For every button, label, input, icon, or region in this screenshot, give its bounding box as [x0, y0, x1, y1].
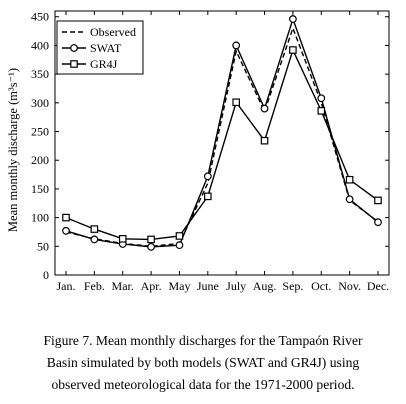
x-tick-label: Feb.	[84, 279, 105, 293]
series-line	[65, 26, 379, 248]
circle-marker	[289, 15, 297, 23]
y-tick-label: 100	[31, 211, 49, 225]
x-tick-label: Dec.	[367, 279, 389, 293]
legend: Observed SWAT GR4J	[56, 20, 144, 75]
plot-border	[54, 10, 390, 276]
square-marker	[118, 235, 127, 243]
x-tick-label: June	[197, 279, 219, 293]
y-tick-label: 300	[31, 96, 49, 110]
legend-label: SWAT	[90, 41, 122, 55]
caption-line-1: Figure 7. Mean monthly discharges for th…	[43, 333, 363, 348]
circle-marker	[90, 235, 99, 244]
series-layer	[62, 15, 382, 251]
x-axis: Jan. Feb. Mar. Apr. May June July Aug. Sep. Oct. N…	[57, 11, 389, 293]
x-tick-label: May	[168, 279, 190, 293]
y-axis: 0 50 100 150 200 250 300 350 400 450	[31, 10, 389, 282]
circle-marker	[203, 172, 212, 181]
circle-marker	[147, 242, 155, 251]
y-tick-label: 350	[31, 67, 49, 81]
legend-item: Observed	[62, 25, 136, 39]
legend-square-marker	[70, 60, 78, 68]
square-marker	[289, 46, 297, 54]
circle-marker	[345, 195, 354, 204]
series-swat	[62, 15, 382, 251]
circle-marker	[374, 218, 382, 227]
circle-marker	[175, 241, 184, 250]
caption-line-3: observed meteorological data for the 197…	[51, 377, 355, 392]
y-tick-label: 450	[31, 10, 49, 24]
y-tick-label: 400	[31, 38, 49, 52]
x-tick-label: Nov.	[338, 279, 361, 293]
square-marker	[175, 232, 184, 240]
series-line	[65, 16, 379, 248]
square-marker	[317, 107, 326, 115]
x-tick-label: Sep.	[282, 279, 303, 293]
x-tick-label: Aug.	[253, 279, 277, 293]
legend-label: Observed	[90, 25, 136, 39]
y-tick-label: 150	[31, 182, 49, 196]
x-tick-label: Oct.	[311, 279, 331, 293]
legend-item: SWAT	[62, 41, 122, 55]
x-tick-label: Jan.	[57, 279, 76, 293]
y-tick-label: 250	[31, 125, 49, 139]
legend-label: GR4J	[90, 57, 118, 71]
series-gr4j	[62, 46, 382, 244]
series-line	[65, 48, 379, 241]
square-marker	[232, 98, 240, 107]
square-marker	[260, 136, 269, 145]
y-tick-label: 50	[37, 239, 49, 253]
square-marker	[374, 196, 382, 205]
x-tick-label: Apr.	[141, 279, 162, 293]
square-marker	[90, 225, 99, 233]
discharge-chart: 0 50 100 150 200 250 300 350 400 450 Jan. Feb. Mar.…	[6, 10, 390, 293]
square-marker	[147, 235, 155, 244]
plot-frame	[54, 10, 390, 276]
x-tick-label: Mar.	[112, 279, 134, 293]
legend-circle-marker	[70, 44, 78, 52]
circle-marker	[62, 226, 70, 235]
square-marker	[345, 175, 354, 184]
circle-marker	[232, 41, 241, 50]
figure-caption: Figure 7. Mean monthly discharges for th…	[0, 330, 406, 396]
caption-line-2: Basin simulated by both models (SWAT and…	[46, 355, 360, 370]
square-marker	[62, 213, 70, 222]
circle-marker	[317, 94, 326, 103]
square-marker	[204, 192, 212, 201]
y-axis-title: Mean monthly discharge (m³s⁻¹)	[6, 68, 20, 232]
circle-marker	[260, 104, 269, 113]
series-observed	[65, 26, 379, 248]
legend-item: GR4J	[62, 57, 118, 71]
y-tick-label: 200	[31, 153, 49, 167]
x-tick-label: July	[226, 279, 246, 293]
y-tick-label: 0	[43, 268, 49, 282]
